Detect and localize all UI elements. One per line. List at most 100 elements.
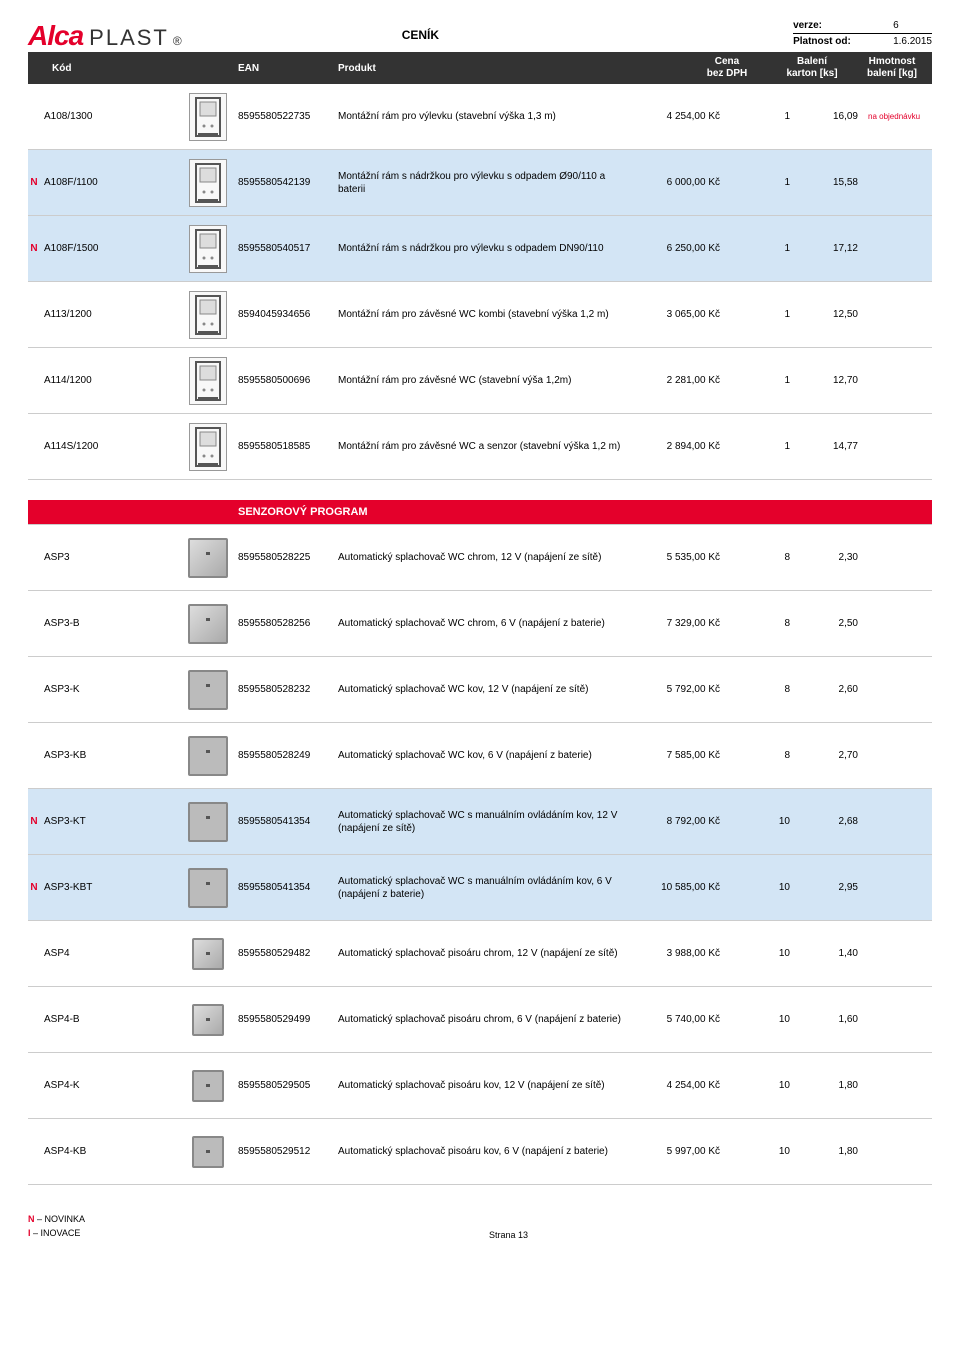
cell-kod: A108F/1100: [40, 177, 178, 188]
plate-icon: [188, 802, 228, 842]
plate-icon: [188, 538, 228, 578]
cell-baleni: 1: [732, 309, 802, 320]
plate-icon: [188, 736, 228, 776]
cell-cena: 5 997,00 Kč: [642, 1146, 732, 1157]
cell-baleni: 10: [732, 1080, 802, 1091]
cell-hmotnost: 12,70: [802, 375, 862, 386]
cell-produkt: Montážní rám s nádržkou pro výlevku s od…: [338, 170, 642, 196]
cell-kod: A114/1200: [40, 375, 178, 386]
cell-baleni: 1: [732, 177, 802, 188]
cell-produkt: Automatický splachovač WC kov, 6 V (napá…: [338, 749, 642, 762]
cell-kod: A108F/1500: [40, 243, 178, 254]
table-row: ASP38595580528225Automatický splachovač …: [28, 525, 932, 591]
cell-baleni: 1: [732, 111, 802, 122]
col-produkt: Produkt: [338, 63, 682, 74]
cell-ean: 8594045934656: [238, 309, 338, 320]
cell-produkt: Montážní rám pro závěsné WC a senzor (st…: [338, 440, 642, 453]
cell-ean: 8595580518585: [238, 441, 338, 452]
version-value: 6: [893, 20, 899, 31]
cell-kod: ASP3-KBT: [40, 882, 178, 893]
frame-icon: [189, 93, 227, 141]
cell-hmotnost: 17,12: [802, 243, 862, 254]
plate-icon: [192, 1004, 224, 1036]
cell-ean: 8595580529505: [238, 1080, 338, 1091]
plate-icon: [188, 604, 228, 644]
cell-baleni: 8: [732, 552, 802, 563]
cell-cena: 2 894,00 Kč: [642, 441, 732, 452]
table-row: ASP3-B8595580528256Automatický splachova…: [28, 591, 932, 657]
cell-cena: 3 988,00 Kč: [642, 948, 732, 959]
table-row: ASP4-K8595580529505Automatický splachova…: [28, 1053, 932, 1119]
cell-ean: 8595580541354: [238, 882, 338, 893]
cell-baleni: 10: [732, 948, 802, 959]
plate-icon: [188, 670, 228, 710]
table-row: NASP3-KBT8595580541354Automatický splach…: [28, 855, 932, 921]
cell-kod: ASP4-KB: [40, 1146, 178, 1157]
new-marker: N: [28, 882, 40, 893]
cell-hmotnost: 1,60: [802, 1014, 862, 1025]
cell-baleni: 8: [732, 618, 802, 629]
cell-produkt: Automatický splachovač pisoáru chrom, 12…: [338, 947, 642, 960]
frame-icon: [189, 291, 227, 339]
cell-baleni: 8: [732, 750, 802, 761]
cell-cena: 3 065,00 Kč: [642, 309, 732, 320]
cell-produkt: Automatický splachovač WC s manuálním ov…: [338, 809, 642, 835]
cell-cena: 7 329,00 Kč: [642, 618, 732, 629]
col-hmotnost: Hmotnostbalení [kg]: [852, 56, 932, 80]
cell-hmotnost: 16,09: [802, 111, 862, 122]
cell-ean: 8595580540517: [238, 243, 338, 254]
table-row: ASP4-KB8595580529512Automatický splachov…: [28, 1119, 932, 1185]
cell-cena: 6 250,00 Kč: [642, 243, 732, 254]
cell-baleni: 10: [732, 882, 802, 893]
cell-ean: 8595580529499: [238, 1014, 338, 1025]
cell-baleni: 1: [732, 243, 802, 254]
cell-cena: 7 585,00 Kč: [642, 750, 732, 761]
page-number: Strana 13: [489, 1230, 528, 1240]
table-row: NA108F/11008595580542139Montážní rám s n…: [28, 150, 932, 216]
cell-produkt: Automatický splachovač WC chrom, 12 V (n…: [338, 551, 642, 564]
cell-kod: ASP3-B: [40, 618, 178, 629]
cell-cena: 5 740,00 Kč: [642, 1014, 732, 1025]
cell-cena: 5 792,00 Kč: [642, 684, 732, 695]
cell-baleni: 10: [732, 816, 802, 827]
cell-produkt: Automatický splachovač pisoáru kov, 6 V …: [338, 1145, 642, 1158]
frame-icon: [189, 357, 227, 405]
cell-produkt: Montážní rám pro závěsné WC (stavební vý…: [338, 374, 642, 387]
cell-hmotnost: 2,68: [802, 816, 862, 827]
cell-cena: 6 000,00 Kč: [642, 177, 732, 188]
cell-kod: A108/1300: [40, 111, 178, 122]
frame-icon: [189, 159, 227, 207]
table-row: A108/13008595580522735Montážní rám pro v…: [28, 84, 932, 150]
cell-kod: ASP4-B: [40, 1014, 178, 1025]
doc-title: CENÍK: [402, 28, 439, 42]
cell-produkt: Montážní rám pro závěsné WC kombi (stave…: [338, 308, 642, 321]
frame-icon: [189, 423, 227, 471]
cell-cena: 5 535,00 Kč: [642, 552, 732, 563]
cell-hmotnost: 1,80: [802, 1080, 862, 1091]
cell-ean: 8595580542139: [238, 177, 338, 188]
table-row: NASP3-KT8595580541354Automatický splacho…: [28, 789, 932, 855]
plate-icon: [192, 1136, 224, 1168]
col-ean: EAN: [238, 63, 338, 74]
cell-kod: A114S/1200: [40, 441, 178, 452]
cell-cena: 4 254,00 Kč: [642, 111, 732, 122]
cell-produkt: Automatický splachovač pisoáru chrom, 6 …: [338, 1013, 642, 1026]
cell-kod: ASP3-K: [40, 684, 178, 695]
new-marker: N: [28, 816, 40, 827]
col-cena: Cenabez DPH: [682, 56, 772, 80]
cell-kod: A113/1200: [40, 309, 178, 320]
logo-reg: ®: [173, 34, 182, 48]
plate-icon: [188, 868, 228, 908]
cell-produkt: Montážní rám s nádržkou pro výlevku s od…: [338, 242, 642, 255]
col-baleni: Baleníkarton [ks]: [772, 56, 852, 80]
cell-hmotnost: 1,40: [802, 948, 862, 959]
logo-plast: PLAST: [89, 25, 169, 51]
cell-baleni: 10: [732, 1146, 802, 1157]
cell-cena: 4 254,00 Kč: [642, 1080, 732, 1091]
legend: N – NOVINKA I – INOVACE: [28, 1213, 85, 1240]
cell-kod: ASP4-K: [40, 1080, 178, 1091]
col-kod: Kód: [28, 63, 178, 74]
cell-hmotnost: 2,95: [802, 882, 862, 893]
cell-ean: 8595580522735: [238, 111, 338, 122]
table-row: A114S/1200 8595580518585Montážní rám pro …: [28, 414, 932, 480]
